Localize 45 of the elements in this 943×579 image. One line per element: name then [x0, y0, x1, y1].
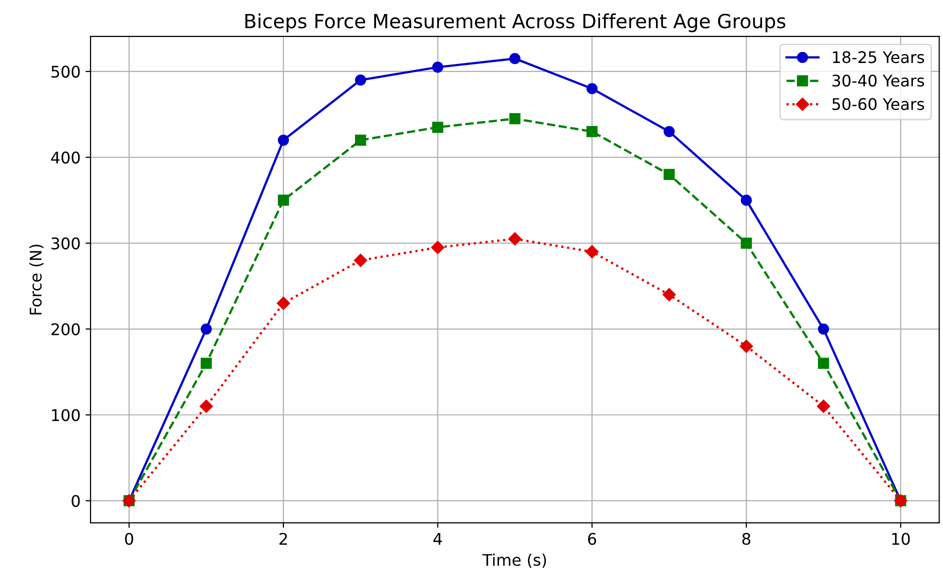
- y-tick-label: 100: [52, 409, 80, 422]
- point: [354, 254, 368, 267]
- point: [664, 168, 675, 180]
- legend-label: 18-25 Years: [832, 51, 924, 64]
- x-axis-title: Time (s): [482, 554, 546, 568]
- y-tick-label: 400: [51, 152, 80, 164]
- point: [200, 400, 213, 413]
- y-tick-label: 200: [51, 323, 80, 336]
- x-tick-label: 6: [588, 532, 596, 545]
- point: [431, 240, 444, 254]
- point: [278, 134, 289, 146]
- y-tick-label: 300: [52, 237, 80, 250]
- point: [586, 83, 598, 94]
- x-tick-label: 4: [433, 533, 442, 545]
- point: [740, 340, 753, 353]
- point: [508, 232, 522, 246]
- point: [276, 296, 290, 310]
- point: [278, 194, 289, 206]
- x-tick-label: 2: [280, 532, 287, 545]
- point: [355, 134, 366, 146]
- point: [432, 62, 444, 73]
- x-tick-label: 0: [125, 532, 134, 545]
- point: [740, 194, 752, 206]
- x-tick-label: 8: [742, 532, 750, 545]
- point: [432, 122, 444, 133]
- point: [818, 358, 830, 369]
- x-tick-label: 10: [892, 532, 910, 545]
- point: [200, 323, 212, 335]
- point: [585, 245, 599, 258]
- point: [664, 126, 675, 138]
- point: [509, 53, 520, 64]
- point: [818, 323, 830, 335]
- point: [662, 288, 676, 302]
- chart-title: Biceps Force Measurement Across Different Age Groups: [245, 13, 786, 32]
- point: [200, 358, 212, 369]
- point: [740, 238, 752, 249]
- y-tick-label: 0: [72, 494, 80, 508]
- y-tick-label: 500: [52, 66, 80, 78]
- legend-label: 50-60 Years: [832, 98, 924, 110]
- point: [355, 74, 366, 86]
- y-axis-title: Force (N): [29, 244, 44, 314]
- point: [586, 126, 598, 138]
- point: [509, 113, 520, 124]
- legend-label: 30-40 Years: [832, 74, 924, 87]
- point: [816, 400, 830, 413]
